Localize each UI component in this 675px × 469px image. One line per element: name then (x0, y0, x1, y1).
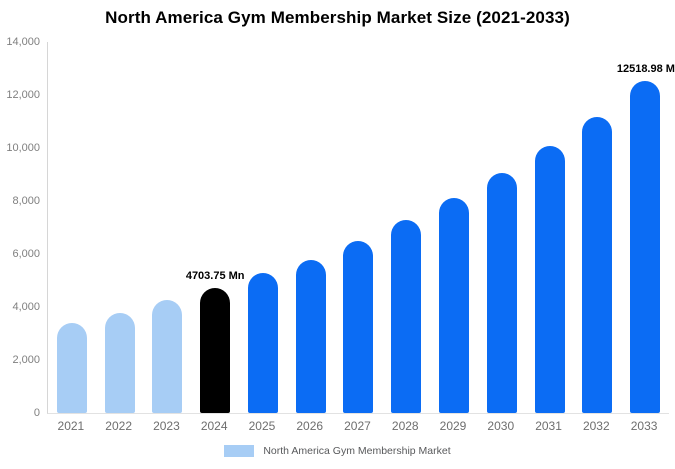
bar-2029[interactable] (439, 198, 469, 413)
x-tick-label-2027: 2027 (344, 419, 371, 433)
bar-2033[interactable] (630, 81, 661, 413)
x-tick-label-2031: 2031 (535, 419, 562, 433)
y-tick-label: 4,000 (12, 301, 40, 313)
x-tick-label-2026: 2026 (296, 419, 324, 433)
bar-2025[interactable] (247, 273, 278, 413)
x-tick-label-2024: 2024 (200, 419, 228, 433)
x-tick-label-2028: 2028 (391, 419, 419, 433)
x-tick-label-2022: 2022 (105, 419, 132, 433)
bar-slot-2033: 12518.98 M (617, 42, 675, 413)
chart-title: North America Gym Membership Market Size… (105, 8, 570, 27)
y-tick-label: 2,000 (12, 354, 40, 366)
bar-slot-2026 (287, 42, 335, 413)
x-tick-label-2021: 2021 (57, 419, 85, 433)
y-tick-label: 14,000 (6, 36, 40, 48)
bar-slot-2029 (430, 42, 478, 413)
bar-2031[interactable] (534, 146, 565, 413)
bar-2032[interactable] (582, 117, 613, 413)
y-tick-label: 6,000 (12, 248, 40, 260)
bar-value-label-2033: 12518.98 M (616, 63, 675, 76)
bar-2022[interactable] (104, 313, 135, 413)
bar-slot-2022 (96, 42, 144, 413)
bar-2023[interactable] (152, 300, 183, 413)
bar-slot-2031 (526, 42, 574, 413)
x-tick-label-2029: 2029 (439, 419, 467, 433)
bar-slot-2027 (335, 42, 383, 413)
x-tick-label-2023: 2023 (153, 419, 180, 433)
y-tick-label: 8,000 (12, 195, 40, 207)
x-tick-label-2032: 2032 (582, 419, 610, 433)
bar-slot-2023 (144, 42, 192, 413)
bar-value-label-2024: 4703.75 Mn (185, 270, 245, 283)
y-tick-label: 10,000 (6, 142, 40, 154)
x-tick-label-2025: 2025 (248, 419, 276, 433)
bar-slot-2032 (573, 42, 621, 413)
bar-2028[interactable] (391, 220, 422, 413)
x-axis: 2021 2022 2023 2024 2025 2026 2027 2028 2029 2030… (47, 419, 668, 433)
bar-slot-2024: 4703.75 Mn (186, 42, 245, 413)
bar-2027[interactable] (343, 241, 374, 413)
bar-slot-2021 (48, 42, 96, 413)
plot-area: 4703.75 Mn 12518.98 M (47, 42, 675, 414)
bar-slot-2028 (382, 42, 430, 413)
bar-slot-2025 (239, 42, 287, 413)
bar-slot-2030 (478, 42, 526, 413)
bar-2030[interactable] (486, 173, 517, 413)
bar-2024[interactable] (200, 288, 231, 413)
legend-label: North America Gym Membership Market (263, 445, 451, 457)
legend-swatch-icon (224, 445, 255, 457)
x-tick-label-2030: 2030 (487, 419, 515, 433)
bar-2026[interactable] (295, 260, 326, 413)
legend-item[interactable]: North America Gym Membership Market (0, 445, 675, 457)
y-tick-label: 12,000 (6, 89, 40, 101)
y-tick-label: 0 (33, 407, 40, 419)
bar-2021[interactable] (56, 323, 87, 413)
x-tick-label-2033: 2033 (630, 419, 658, 433)
